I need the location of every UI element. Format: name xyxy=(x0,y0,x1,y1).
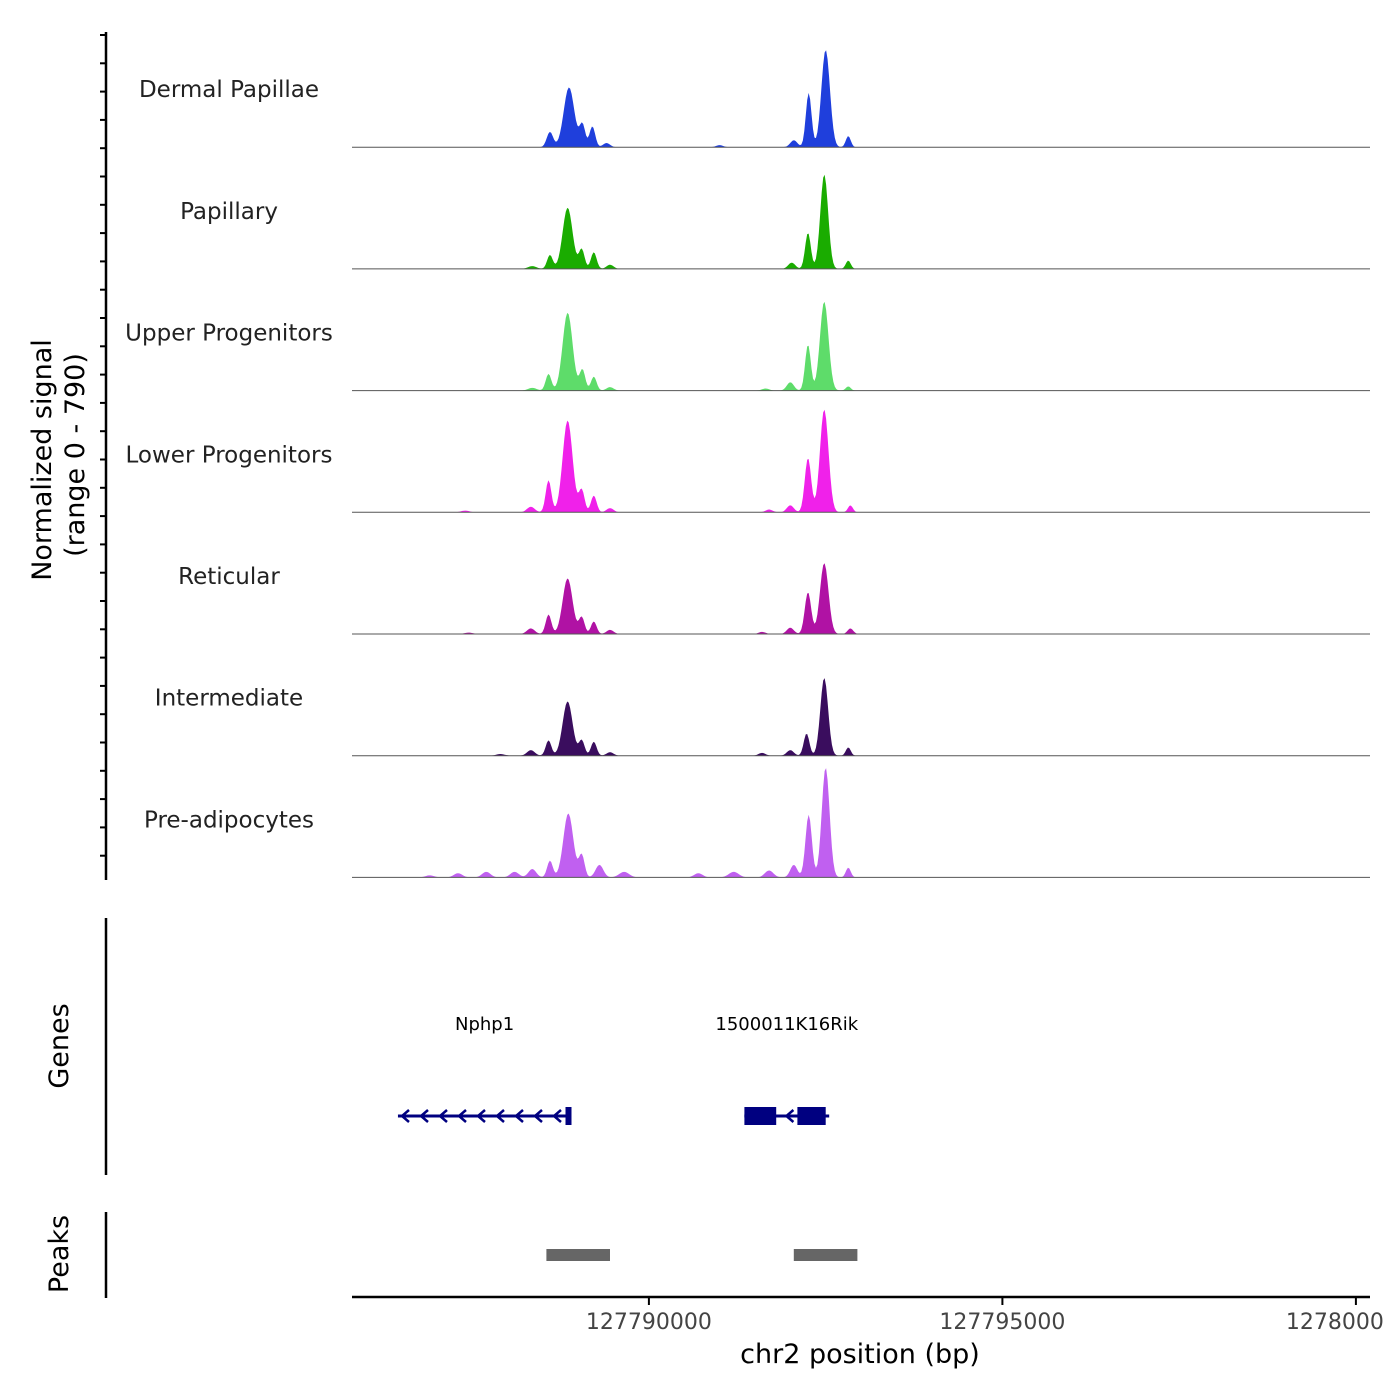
x-axis-ticks: 127790000 127795000 1278000 xyxy=(586,1297,1384,1335)
genes-track: Nphp1 1500011K16Rik xyxy=(397,1014,859,1125)
strand-arrow xyxy=(514,1109,524,1123)
peak-region xyxy=(546,1249,610,1261)
coverage-area xyxy=(352,768,1370,878)
track-label: Reticular xyxy=(178,564,280,590)
coverage-tracks: Dermal Papillae Papillary Upper Progenitor… xyxy=(125,50,1370,878)
peaks-track xyxy=(546,1249,858,1261)
strand-arrow xyxy=(784,1109,795,1123)
x-tick-label: 127790000 xyxy=(586,1310,712,1335)
y-axis-title-line2: (range 0 - 790) xyxy=(60,353,91,557)
coverage-area xyxy=(352,563,1370,634)
gene-exon xyxy=(744,1107,777,1125)
coverage-area xyxy=(352,50,1370,148)
coverage-area xyxy=(352,301,1370,391)
strand-arrow xyxy=(457,1109,467,1123)
track-label: Papillary xyxy=(180,199,278,225)
strand-arrow xyxy=(533,1109,543,1123)
strand-arrow xyxy=(400,1109,410,1123)
x-tick-label: 127795000 xyxy=(939,1310,1065,1335)
coverage-area xyxy=(352,174,1370,269)
gene-exon xyxy=(797,1107,826,1125)
coverage-area xyxy=(352,409,1370,513)
strand-arrow xyxy=(552,1109,562,1123)
track-label: Lower Progenitors xyxy=(126,442,333,468)
gene-label: Nphp1 xyxy=(455,1014,514,1035)
x-axis-title: chr2 position (bp) xyxy=(740,1339,980,1370)
strand-arrow xyxy=(419,1109,429,1123)
gene-exon xyxy=(565,1107,572,1125)
strand-arrow xyxy=(495,1109,505,1123)
coverage-y-ticks xyxy=(100,34,106,857)
track-label: Dermal Papillae xyxy=(139,77,319,103)
track-label: Intermediate xyxy=(155,686,303,712)
genes-panel-label: Genes xyxy=(44,1003,75,1088)
coverage-area xyxy=(352,678,1370,756)
strand-arrow xyxy=(476,1109,486,1123)
track-label: Upper Progenitors xyxy=(125,321,333,347)
track-label: Pre-adipocytes xyxy=(144,807,314,833)
peaks-panel-label: Peaks xyxy=(44,1215,75,1293)
peak-region xyxy=(793,1249,858,1261)
y-axis-title-line1: Normalized signal xyxy=(27,339,58,581)
strand-arrow xyxy=(438,1109,448,1123)
gene-label: 1500011K16Rik xyxy=(715,1014,858,1035)
x-tick-label: 1278000 xyxy=(1286,1310,1384,1335)
